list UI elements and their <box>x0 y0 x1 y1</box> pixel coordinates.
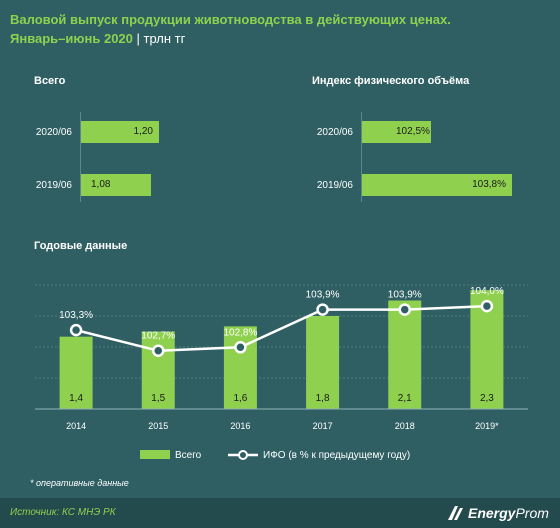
index-panel-header: Индекс физического объёма <box>312 75 470 87</box>
logo-text-light: Prom <box>515 505 549 521</box>
ifo-point <box>152 344 165 357</box>
ifo-value-label: 103,3% <box>59 310 93 321</box>
footer: Источник: КС МНЭ РК EnergyProm <box>0 498 560 528</box>
ifo-point <box>398 303 411 316</box>
source-text: Источник: КС МНЭ РК <box>10 507 116 518</box>
index-bar-value: 103,8% <box>472 179 506 190</box>
index-row-label: 2019/06 <box>316 180 353 191</box>
bar <box>388 300 422 409</box>
bar-value-label: 1,5 <box>151 393 165 404</box>
legend-bar-swatch <box>140 450 170 459</box>
title-unit: | трлн тг <box>136 31 186 46</box>
annual-chart: 1,4 1,5 1,6 1,8 2,1 2,3 2014 2015 2016 2017 2018 20… <box>35 284 528 461</box>
footnote: * оперативные данные <box>30 478 129 488</box>
bar <box>59 336 93 409</box>
legend-line-label: ИФО (в % к предыдущему году) <box>263 450 410 461</box>
total-row-label: 2020/06 <box>35 127 72 138</box>
total-bar-value: 1,20 <box>133 126 153 137</box>
annual-header: Годовые данные <box>34 240 128 252</box>
bar-value-label: 2,1 <box>398 393 412 404</box>
ifo-value-label: 104,0% <box>470 286 504 297</box>
chart-title: Валовой выпуск продукции животноводства … <box>10 10 550 48</box>
total-bar-value: 1,08 <box>91 179 111 190</box>
ifo-value-label: 103,9% <box>306 290 340 301</box>
title-line-1: Валовой выпуск продукции животноводства … <box>10 12 451 27</box>
x-tick-label: 2016 <box>230 421 250 431</box>
bar <box>141 331 175 409</box>
x-tick-label: 2019* <box>475 421 499 431</box>
index-panel-axis <box>361 112 362 202</box>
logo-text-bold: Energy <box>468 505 516 521</box>
bar-value-label: 1,4 <box>69 393 83 404</box>
ifo-value-label: 102,7% <box>141 331 175 342</box>
ifo-point <box>316 303 329 316</box>
bar <box>306 316 340 409</box>
bar-value-label: 1,8 <box>316 393 330 404</box>
ifo-point <box>480 299 494 313</box>
index-bar-2019: 103,8% <box>362 174 512 196</box>
legend-bar-label: Всего <box>175 450 202 461</box>
index-bar-2020: 102,5% <box>362 121 431 143</box>
ifo-value-label: 102,8% <box>223 327 257 338</box>
bar-value-label: 2,3 <box>480 393 494 404</box>
x-tick-label: 2014 <box>66 421 86 431</box>
legend-line-marker <box>238 450 248 460</box>
total-bar-2019: 1,08 <box>81 174 151 196</box>
x-tick-label: 2017 <box>313 421 333 431</box>
index-bar-value: 102,5% <box>396 126 430 137</box>
ifo-point <box>234 341 247 354</box>
title-line-2: Январь–июнь 2020 <box>10 31 133 46</box>
ifo-point <box>69 323 83 337</box>
x-tick-label: 2018 <box>395 421 415 431</box>
x-tick-label: 2015 <box>148 421 168 431</box>
index-row-label: 2020/06 <box>316 127 353 138</box>
total-row-label: 2019/06 <box>35 180 72 191</box>
ifo-value-label: 103,9% <box>388 290 422 301</box>
ifo-line <box>75 304 487 352</box>
total-panel-axis <box>80 112 81 202</box>
bar <box>223 326 257 409</box>
energyprom-logo: EnergyProm <box>446 503 549 523</box>
energyprom-logo-icon <box>448 506 463 520</box>
total-panel-header: Всего <box>34 75 66 87</box>
bar-value-label: 1,6 <box>233 393 247 404</box>
total-bar-2020: 1,20 <box>81 121 159 143</box>
